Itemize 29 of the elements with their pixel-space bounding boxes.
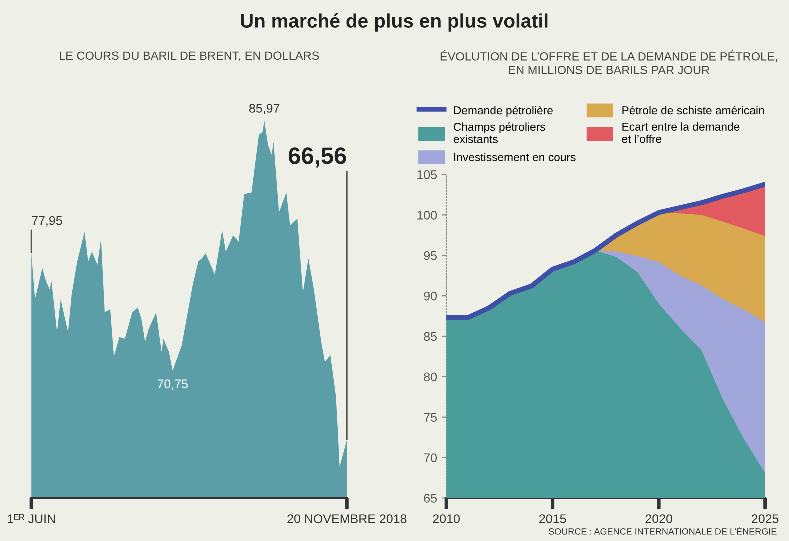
y-tick-label: 105 bbox=[418, 170, 438, 180]
legend-label: Demande pétrolière bbox=[454, 106, 553, 117]
legend-label: Champs pétroliers existants bbox=[454, 122, 546, 144]
x-tick-label: 2020 bbox=[646, 514, 672, 524]
x-tick-label: 20 NOVEMBRE 2018 bbox=[288, 514, 407, 524]
chart-subtitle: LE COURS DU BARIL DE BRENT, EN DOLLARS bbox=[60, 52, 320, 62]
data-label: 70,75 bbox=[158, 380, 188, 390]
y-tick-label: 65 bbox=[424, 494, 438, 503]
legend-label: Ecart entre la demande et l’offre bbox=[622, 122, 740, 144]
x-tick-label: 2015 bbox=[540, 514, 566, 524]
line-series bbox=[446, 182, 766, 320]
y-tick-label: 95 bbox=[424, 251, 438, 260]
y-tick-label: 100 bbox=[418, 210, 438, 220]
data-label: 77,95 bbox=[32, 216, 62, 227]
text: Un marché de plus en plus volatil bbox=[241, 14, 548, 32]
x-tick-label: 2025 bbox=[752, 514, 779, 524]
chart-subtitle: ÉVOLUTION DE L’OFFRE ET DE LA DEMANDE DE PÉTROLE, EN MILLIONS DE BARILS PAR JOUR bbox=[440, 50, 778, 74]
y-tick-label: 75 bbox=[424, 413, 438, 422]
y-tick-label: 70 bbox=[424, 454, 438, 462]
x-tick-label: 1ᴱᴿ JUIN bbox=[8, 514, 56, 524]
y-tick-label: 90 bbox=[424, 292, 438, 301]
x-tick-label: 2010 bbox=[433, 514, 460, 524]
data-label: 85,97 bbox=[249, 104, 280, 114]
data-label: 66,56 bbox=[288, 148, 346, 168]
y-tick-label: 85 bbox=[424, 332, 438, 342]
y-tick-label: 80 bbox=[424, 372, 438, 382]
legend-label: Pétrole de schiste américain bbox=[622, 106, 764, 115]
source-note: SOURCE : AGENCE INTERNATIONALE DE L’ÉNERGIE bbox=[548, 526, 777, 535]
legend-label: Investissement en cours bbox=[454, 153, 576, 162]
